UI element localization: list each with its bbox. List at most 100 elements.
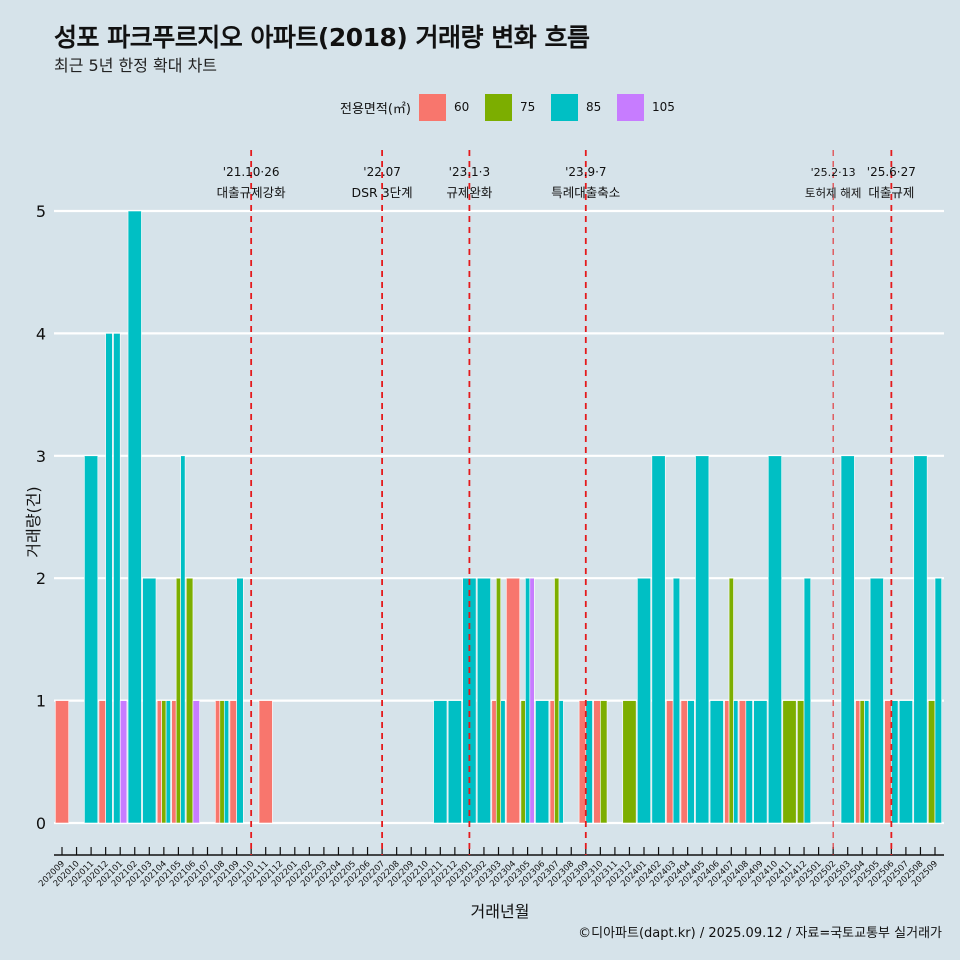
bar-202307-75: [554, 577, 560, 824]
event-label-202309: 특례대출축소: [551, 185, 620, 200]
bar-202506-60: [884, 700, 892, 824]
legend-label-105: 105: [651, 100, 675, 114]
bar-202408-85: [745, 700, 753, 824]
bar-202105-60: [171, 700, 177, 824]
event-date-202506: '25.6·27: [867, 165, 916, 179]
bar-202307-60: [549, 700, 555, 824]
bar-202105-75: [175, 577, 181, 824]
y-tick-label: 4: [36, 324, 46, 343]
bar-202305-85: [525, 577, 531, 824]
bar-202506-85: [891, 700, 899, 824]
chart-title: 성포 파크푸르지오 아파트(2018) 거래량 변화 흐름: [54, 23, 590, 52]
bar-202105-85: [180, 455, 186, 824]
y-tick-label: 5: [36, 202, 46, 221]
bar-202407-60: [724, 700, 730, 824]
bar-202509-75: [928, 700, 936, 824]
legend-item-60: 60: [418, 93, 485, 121]
bar-202307-85: [558, 700, 564, 824]
bar-202509-85: [934, 577, 942, 824]
bar-202407-75: [728, 577, 734, 824]
bar-202109-60: [229, 700, 237, 824]
y-tick-label: 1: [36, 692, 46, 711]
chart-subtitle: 최근 5년 한정 확대 차트: [54, 56, 218, 75]
bar-202412-75: [797, 700, 805, 824]
legend-swatch-85: [550, 93, 578, 121]
bar-202404-60: [680, 700, 688, 824]
bar-202111-60: [258, 700, 273, 824]
event-label-202301: 규제완화: [446, 185, 493, 200]
bar-202103-85: [142, 577, 157, 824]
x-axis-label: 거래년월: [470, 902, 530, 921]
bar-202404-85: [687, 700, 695, 824]
event-label-202110: 대출규제강화: [217, 185, 287, 200]
bar-202409-85: [753, 700, 768, 824]
legend-swatch-105: [616, 93, 644, 121]
bar-202310-60: [593, 700, 601, 824]
bar-202109-85: [236, 577, 244, 824]
bar-202403-85: [672, 577, 681, 824]
bar-202012-85: [105, 333, 113, 824]
bar-202305-105: [529, 577, 535, 824]
bar-202102-85: [127, 210, 142, 824]
bar-202504-75: [859, 700, 865, 824]
bar-202212-85: [447, 700, 462, 824]
bar-202303-75: [495, 577, 502, 824]
bar-202101-85: [113, 333, 121, 824]
bar-202104-85: [165, 700, 171, 824]
bar-202309-60: [578, 700, 587, 824]
bar-202108-75: [219, 700, 225, 824]
bar-202402-85: [651, 455, 666, 824]
event-label-202502: 토허제 해제: [805, 186, 862, 200]
bar-202508-85: [913, 455, 928, 824]
y-tick-label: 0: [36, 814, 46, 833]
bar-202305-75: [520, 700, 526, 824]
legend-swatch-75: [484, 93, 512, 121]
bar-202504-60: [855, 700, 861, 824]
bar-202505-85: [869, 577, 884, 824]
bar-202104-60: [156, 700, 162, 824]
event-date-202110: '21.10·26: [223, 165, 280, 179]
bar-202310-75: [600, 700, 608, 824]
bar-202108-60: [215, 700, 221, 824]
legend: 전용면적(㎡) 60 75 85 105: [340, 93, 683, 121]
bar-202503-85: [840, 455, 855, 824]
legend-title: 전용면적(㎡): [340, 101, 411, 117]
bar-202303-60: [491, 700, 497, 824]
bar-202101-105: [119, 700, 128, 824]
bar-202410-85: [767, 455, 782, 824]
bar-202108-85: [223, 700, 230, 824]
legend-label-60: 60: [453, 100, 470, 114]
bar-202403-60: [666, 700, 674, 824]
bar-202412-85: [803, 577, 812, 824]
event-label-202207: DSR 3단계: [352, 185, 413, 200]
bar-202009-60: [55, 700, 69, 824]
bar-202012-60: [98, 700, 106, 824]
bar-202302-85: [476, 577, 491, 824]
y-axis-label: 거래량(건): [24, 486, 43, 558]
bar-202306-85: [535, 700, 550, 824]
bar-202408-60: [738, 700, 747, 824]
bar-202504-85: [864, 700, 870, 824]
bar-202405-85: [695, 455, 710, 824]
event-label-202506: 대출규제: [868, 185, 914, 200]
y-tick-label: 2: [36, 569, 46, 588]
legend-item-75: 75: [484, 93, 551, 121]
source-footer: ©디아파트(dapt.kr) / 2025.09.12 / 자료=국토교통부 실…: [578, 926, 942, 941]
bar-202312-75: [622, 700, 637, 824]
y-tick-label: 3: [36, 447, 46, 466]
bar-202104-75: [161, 700, 167, 824]
bar-202211-85: [433, 700, 448, 824]
legend-swatch-60: [418, 93, 446, 121]
bar-202401-85: [637, 577, 651, 824]
legend-label-75: 75: [519, 100, 536, 114]
event-date-202207: '22.07: [363, 165, 401, 179]
bar-202304-60: [506, 577, 521, 824]
bar-202411-75: [782, 700, 797, 824]
event-date-202301: '23.1·3: [449, 165, 490, 179]
event-date-202309: '23.9·7: [565, 165, 606, 179]
bar-202106-105: [192, 700, 200, 824]
legend-item-85: 85: [550, 93, 617, 121]
bar-202507-85: [898, 700, 913, 824]
bar-202303-85: [500, 700, 506, 824]
